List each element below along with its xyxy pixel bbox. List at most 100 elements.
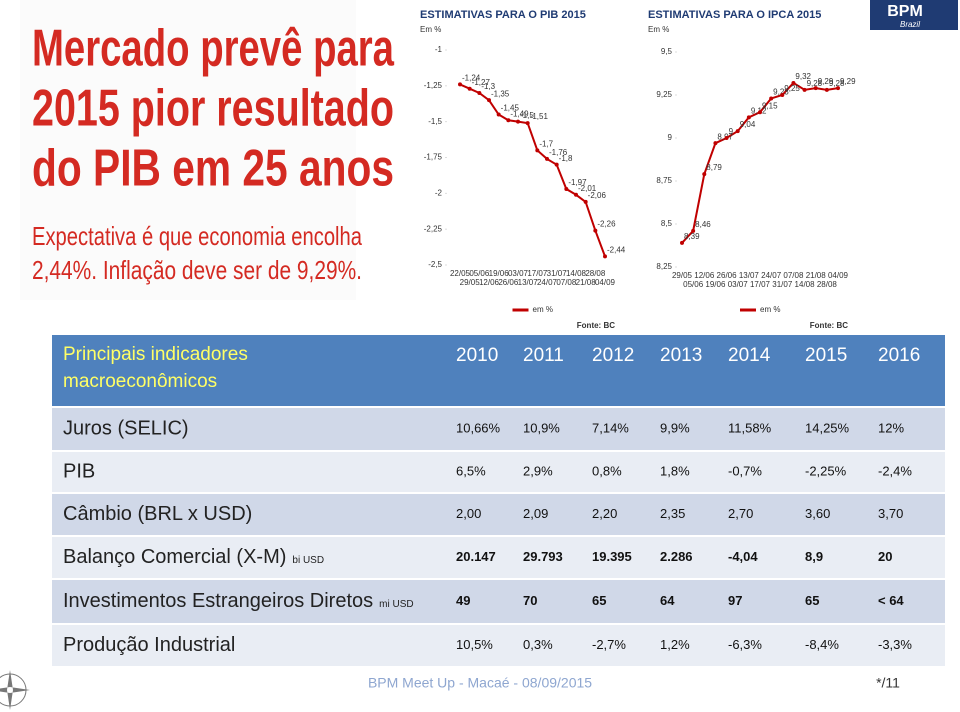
row-label: Produção Industrial [63, 634, 235, 656]
y-tick-label: 8,75 [656, 176, 672, 185]
cell: -4,04 [728, 549, 758, 564]
x-tick-label: 14/08 [795, 280, 816, 289]
x-tick-label: 31/07 [547, 269, 568, 278]
data-label: -2,01 [578, 184, 597, 193]
data-label: -1,76 [549, 148, 568, 157]
row-label: Investimentos Estrangeiros Diretos [63, 590, 373, 612]
point [780, 93, 785, 97]
x-tick-label: 24/07 [761, 271, 782, 280]
x-tick-label: 03/07 [728, 280, 749, 289]
data-label: 9,29 [818, 77, 834, 86]
cell: 10,66% [456, 420, 501, 435]
y-tick-label: -2,25 [424, 224, 443, 233]
x-tick-label: 17/07 [527, 269, 548, 278]
point [564, 187, 569, 192]
data-label: 8,39 [684, 232, 700, 241]
cell: 20.147 [456, 549, 496, 564]
point [791, 80, 796, 85]
point [496, 112, 501, 117]
y-tick-label: -1,5 [428, 117, 442, 126]
cell: 2,70 [728, 506, 753, 521]
column-header: 2011 [523, 345, 564, 366]
cell: 3,70 [878, 506, 903, 521]
row-unit: mi USD [379, 599, 413, 610]
cell: -2,25% [805, 463, 847, 478]
data-label: -1,45 [501, 104, 520, 113]
point [813, 86, 818, 91]
cell: -2,4% [878, 463, 912, 478]
x-tick-label: 07/08 [783, 271, 804, 280]
data-label: -2,06 [588, 191, 607, 200]
row-label: Câmbio (BRL x USD) [63, 503, 252, 525]
point [583, 199, 588, 204]
cell: 2.286 [660, 549, 693, 564]
point [545, 156, 549, 161]
headline-subtitle: 2,44%. Inflação deve ser de 9,29%. [32, 255, 362, 285]
table-corner: macroeconômicos [63, 371, 217, 392]
table-row [52, 408, 945, 450]
table-row [52, 625, 945, 666]
data-label: -2,26 [597, 220, 616, 229]
source: Fonte: BC [810, 321, 848, 330]
source: Fonte: BC [577, 321, 615, 330]
cell: 65 [592, 593, 606, 608]
column-header: 2015 [805, 345, 847, 366]
cell: 10,9% [523, 420, 560, 435]
y-tick-label: 9,25 [656, 90, 672, 99]
legend-label: em % [533, 305, 553, 314]
point [735, 129, 740, 134]
cell: 3,60 [805, 506, 830, 521]
cell: 29.793 [523, 549, 563, 564]
footer: BPM Meet Up - Macaé - 08/09/2015 [368, 675, 592, 691]
cell: -6,3% [728, 637, 762, 652]
x-tick-label: 26/06 [717, 271, 738, 280]
x-tick-label: 07/08 [556, 278, 577, 287]
point [824, 87, 829, 92]
point [506, 118, 511, 123]
column-header: 2014 [728, 345, 771, 366]
headline: 2015 pior resultado [32, 80, 394, 138]
column-header: 2012 [592, 345, 634, 366]
x-tick-label: 05/06 [469, 269, 490, 278]
chart-title: ESTIMATIVAS PARA O PIB 2015 [420, 9, 586, 21]
data-label: 9,32 [795, 72, 811, 81]
cell: 49 [456, 593, 470, 608]
data-label: -1,5 [520, 111, 534, 120]
column-header: 2016 [878, 345, 920, 366]
x-tick-label: 13/07 [739, 271, 760, 280]
cell: 2,00 [456, 506, 481, 521]
point [691, 228, 696, 233]
data-label: 9,25 [784, 84, 800, 93]
cell: 1,8% [660, 463, 690, 478]
data-label: -1,7 [539, 139, 553, 148]
point [702, 172, 707, 177]
x-tick-label: 21/08 [576, 278, 597, 287]
data-label: -1,3 [481, 82, 495, 91]
cell: 1,2% [660, 637, 690, 652]
chart-title: ESTIMATIVAS PARA O IPCA 2015 [648, 9, 821, 21]
cell: 65 [805, 593, 819, 608]
cell: 0,8% [592, 463, 622, 478]
table-row [52, 494, 945, 535]
point [467, 86, 472, 91]
point [554, 162, 559, 167]
cell: 2,35 [660, 506, 685, 521]
cell: -3,3% [878, 637, 912, 652]
y-tick-label: 8,25 [656, 262, 672, 271]
point [746, 115, 751, 120]
cell: < 64 [878, 593, 904, 608]
row-label: Balanço Comercial (X-M) [63, 546, 286, 568]
cell: 0,3% [523, 637, 553, 652]
data-label: 9 [729, 127, 734, 136]
cell: -8,4% [805, 637, 839, 652]
y-tick-label: -2,5 [428, 260, 442, 269]
table-header [52, 335, 945, 406]
point [574, 192, 578, 197]
cell: 7,14% [592, 420, 629, 435]
y-tick-label: -2 [435, 188, 443, 197]
x-tick-label: 22/05 [450, 269, 471, 278]
data-label: -2,44 [607, 246, 626, 255]
cell: 9,9% [660, 420, 690, 435]
cell: 2,9% [523, 463, 553, 478]
